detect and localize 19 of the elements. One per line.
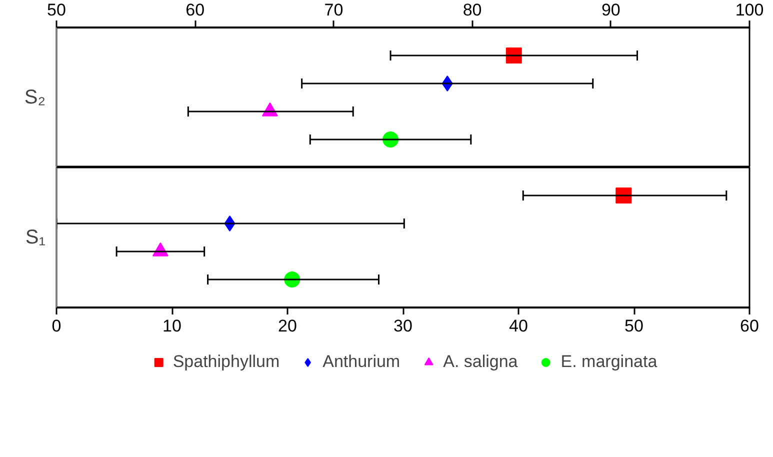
x-tick-label: 50 (47, 0, 66, 20)
y-tick-label: S₁ (25, 226, 46, 248)
x-tick-label: 100 (735, 0, 764, 20)
legend-label: E. marginata (560, 352, 658, 372)
legend-label: Spathiphyllum (172, 352, 280, 372)
legend-label: A. saligna (443, 352, 518, 372)
x-tick-label: 40 (509, 316, 528, 336)
y-tick-label: S₂ (24, 86, 46, 108)
x-tick-label: 20 (278, 316, 297, 336)
x-tick-label: 90 (601, 0, 620, 20)
x-tick-label: 30 (394, 316, 412, 336)
x-tick-label: 10 (162, 316, 182, 336)
x-tick-label: 0 (52, 316, 62, 336)
x-tick-label: 50 (624, 316, 644, 336)
x-tick-label: 70 (324, 0, 344, 20)
x-tick-label: 80 (462, 0, 482, 20)
x-tick-label: 60 (186, 0, 205, 20)
legend-label: Anthurium (322, 352, 400, 372)
x-tick-label: 60 (740, 316, 759, 336)
